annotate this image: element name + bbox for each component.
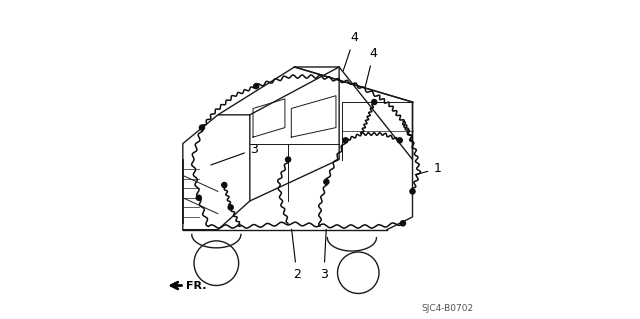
Text: 3: 3 <box>320 229 328 280</box>
Text: 3: 3 <box>211 143 258 165</box>
Circle shape <box>285 157 291 162</box>
Circle shape <box>372 100 377 105</box>
Circle shape <box>196 195 202 200</box>
Circle shape <box>397 138 403 143</box>
Circle shape <box>253 84 259 89</box>
Circle shape <box>401 221 406 226</box>
Text: 4: 4 <box>365 48 378 87</box>
Circle shape <box>343 138 348 143</box>
Circle shape <box>221 182 227 188</box>
Circle shape <box>324 179 329 184</box>
Circle shape <box>228 205 233 210</box>
Text: 2: 2 <box>292 229 301 280</box>
Circle shape <box>200 125 205 130</box>
Text: FR.: FR. <box>186 280 207 291</box>
Text: 1: 1 <box>415 162 441 175</box>
Text: 4: 4 <box>343 32 358 71</box>
Circle shape <box>410 189 415 194</box>
Text: SJC4-B0702: SJC4-B0702 <box>421 304 473 313</box>
